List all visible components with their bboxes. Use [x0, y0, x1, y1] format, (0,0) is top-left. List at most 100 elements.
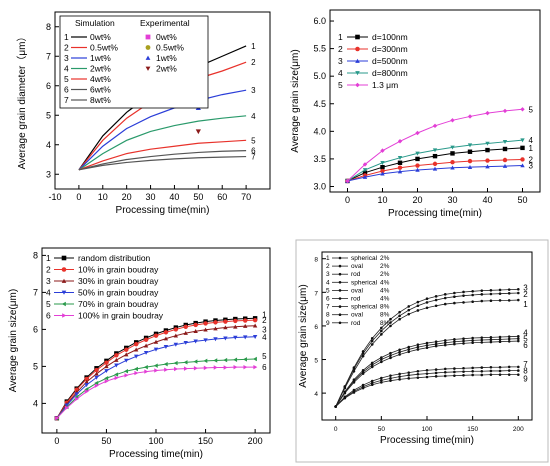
data-point [362, 170, 368, 175]
data-point [370, 381, 374, 385]
legend-marker [145, 55, 151, 60]
x-tick-label: 150 [467, 426, 478, 433]
data-point [507, 365, 511, 369]
data-point [489, 299, 493, 303]
data-point [144, 369, 149, 374]
data-point [443, 293, 447, 296]
data-point [389, 321, 392, 324]
data-point [203, 338, 208, 343]
data-point [397, 160, 403, 165]
data-point [453, 340, 456, 344]
data-point [389, 351, 392, 355]
y-tick-label: 6.0 [313, 16, 326, 26]
x-tick-label: 200 [513, 426, 524, 433]
legend-shape: oval [351, 263, 363, 270]
data-point [489, 340, 493, 344]
legend-marker [355, 82, 360, 88]
legend-num: 2 [46, 265, 51, 275]
data-point [416, 304, 420, 308]
data-point [485, 147, 490, 153]
x-axis-label: Processing time(min) [380, 435, 474, 446]
data-point [243, 318, 248, 323]
x-tick-label: 100 [148, 436, 163, 446]
legend-num: 7 [64, 95, 69, 105]
data-point [193, 366, 198, 371]
legend-num: 6 [326, 296, 330, 303]
y-tick-label: 6 [314, 324, 318, 331]
legend: 1 d=100nm 2 d=300nm 3 d=500nm 4 d=800nm 5 1.3 μm [338, 32, 408, 90]
chart-particle-size: 0 10 20 30 40 50 3.0 3.5 4.0 4.5 5.0 5.5 6.0 Processi… [290, 9, 541, 219]
data-point [407, 348, 411, 351]
data-point [203, 365, 208, 371]
x-axis-label: Processing time(min) [109, 449, 203, 460]
data-point [397, 165, 403, 170]
data-point [480, 338, 484, 342]
data-point [467, 158, 473, 164]
data-point [502, 157, 508, 163]
legend-marker [61, 301, 66, 307]
y-tick-label: 8 [33, 250, 38, 260]
data-point [183, 360, 188, 365]
data-point [453, 295, 456, 298]
data-point [398, 350, 401, 354]
x-tick-label: 20 [412, 195, 422, 205]
data-point [343, 395, 347, 399]
y-tick-label: 4 [314, 391, 318, 398]
data-point [84, 383, 89, 388]
y-axis-label: Average grain size(μm) [298, 284, 309, 387]
data-point [134, 370, 139, 376]
data-point [462, 342, 465, 345]
data-point [124, 358, 129, 363]
data-point [104, 364, 109, 369]
data-point [462, 339, 465, 343]
data-point [213, 326, 218, 331]
legend-num: 2 [64, 43, 69, 53]
data-point [343, 385, 347, 388]
plot-frame [54, 11, 271, 190]
data-point [104, 379, 109, 384]
legend-marker [145, 66, 151, 71]
legend-marker [338, 264, 342, 268]
legend-shape: spherical [351, 304, 378, 311]
y-tick-label: 6 [33, 324, 38, 334]
data-point [502, 163, 508, 168]
series-end-label: 2 [529, 155, 534, 164]
data-point [193, 329, 198, 334]
legend-pct: 8% [380, 320, 390, 327]
data-point [480, 336, 484, 339]
data-point [520, 138, 525, 143]
data-point [471, 336, 474, 340]
data-point [485, 141, 490, 146]
data-point [507, 288, 511, 291]
y-axis-label: Average grain size(μm) [290, 49, 301, 152]
data-point [398, 310, 401, 314]
data-point [94, 380, 99, 386]
legend-label: d=500nm [372, 56, 408, 66]
legend-label: 6wt% [90, 85, 111, 95]
legend-label: 4wt% [90, 74, 111, 84]
data-point [415, 156, 420, 162]
x-tick-label: 40 [482, 195, 492, 205]
y-tick-label: 8 [46, 22, 51, 32]
data-point [398, 372, 401, 376]
legend-num: 6 [64, 85, 69, 95]
data-point [462, 301, 465, 304]
data-point [143, 337, 149, 342]
panel-border [295, 239, 549, 463]
legend-marker [338, 281, 342, 284]
data-point [425, 301, 429, 304]
data-point [223, 325, 228, 330]
data-point [443, 339, 447, 342]
legend-exp-title: Experimental [140, 18, 190, 28]
y-tick-label: 4 [46, 140, 51, 150]
data-point [507, 373, 511, 376]
x-tick-label: 100 [422, 426, 433, 433]
series-line [335, 374, 519, 407]
data-point [485, 164, 490, 169]
data-point [517, 291, 520, 295]
data-point [124, 373, 129, 378]
data-point [480, 299, 484, 303]
series-end-label: 4 [523, 328, 528, 337]
data-point [114, 375, 119, 381]
